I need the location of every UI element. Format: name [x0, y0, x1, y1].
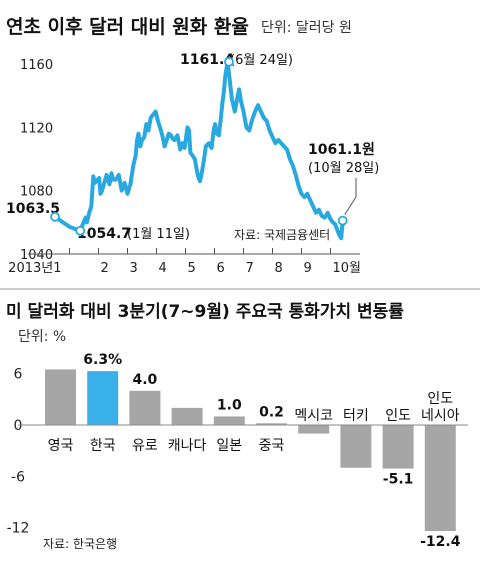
- line-x-tick-label: 10월: [333, 261, 362, 276]
- annotation-marker: [75, 225, 86, 236]
- annotation-end-value: 1061.1원: [308, 142, 375, 158]
- annotation-marker: [50, 211, 60, 222]
- line-annotations: 1063.5 1054.7(1월 11일) 1161.4(6월 24일) 1061.1…: [6, 52, 379, 242]
- bar-chart-title: 미 달러화 대비 3분기(7~9월) 주요국 통화가치 변동률: [6, 301, 404, 322]
- bar-category-label: 캐나다: [168, 438, 207, 454]
- line-x-tick-label: 8: [275, 261, 283, 276]
- annotation-high-date: (6월 24일): [230, 53, 293, 68]
- bar-인도네시아: [424, 425, 456, 532]
- bar-y-axis: 6 0 -6 -12: [7, 367, 30, 537]
- bar-y-tick-label: 0: [14, 418, 23, 434]
- line-x-tick-label: 6: [217, 261, 225, 276]
- bar-y-tick-label: -6: [11, 469, 25, 485]
- line-chart-source: 자료: 국제금융센터: [234, 228, 330, 242]
- bar-중국: [256, 423, 287, 425]
- bar-value-label: -12.4: [420, 534, 461, 550]
- line-y-axis: 1160 1120 1080 1040: [20, 58, 53, 263]
- bar-캐나다: [171, 407, 203, 425]
- line-x-tick-label: 7: [246, 261, 254, 276]
- line-x-tick-label: 2: [101, 261, 109, 276]
- bar-category-label: 터키: [343, 408, 369, 424]
- bar-chart-source: 자료: 한국은행: [43, 536, 117, 551]
- bar-chart: 미 달러화 대비 3분기(7~9월) 주요국 통화가치 변동률 단위: % 6 0…: [6, 301, 468, 551]
- line-x-tick-label: 9: [304, 261, 312, 276]
- bar-category-label: 한국: [90, 438, 116, 454]
- bar-category-label: 네시아: [421, 408, 460, 424]
- bar-한국: [87, 371, 119, 425]
- bar-터키: [340, 425, 372, 468]
- bar-영국: [45, 369, 76, 425]
- line-x-tick-label: 3: [130, 261, 138, 276]
- bar-category-label: 유로: [132, 438, 158, 454]
- bar-value-label: 1.0: [217, 397, 242, 413]
- bar-멕시코: [298, 425, 330, 434]
- line-chart-unit: 단위: 달러당 원: [261, 20, 352, 36]
- bar-series: [45, 369, 456, 532]
- line-x-axis: 2013년1 2 3 4 5 6 7 8 9 10월: [8, 248, 361, 276]
- annotation-high-value: 1161.4: [180, 52, 234, 68]
- bar-인도: [382, 425, 414, 469]
- annotation-start-value: 1063.5: [6, 201, 60, 217]
- bar-category-label: 일본: [216, 438, 242, 454]
- annotation-low-date: (1월 11일): [127, 227, 190, 242]
- annotation-marker: [337, 215, 348, 226]
- bar-value-labels: 6.3% 4.0 1.0 0.2 -5.1 -12.4: [83, 352, 460, 550]
- bar-value-label: 4.0: [132, 372, 157, 388]
- bar-category-label: 중국: [259, 438, 285, 454]
- bar-value-label: -5.1: [383, 472, 414, 488]
- bar-category-label: 멕시코: [294, 408, 333, 424]
- annotation-marker: [224, 56, 234, 67]
- line-y-tick-label: 1120: [20, 121, 53, 136]
- line-y-tick-label: 1040: [20, 248, 53, 263]
- bar-category-label: 인도: [427, 391, 453, 407]
- bar-일본: [213, 416, 245, 425]
- bar-value-label: 6.3%: [83, 352, 122, 368]
- bar-chart-unit: 단위: %: [18, 329, 66, 345]
- bar-category-label: 영국: [48, 438, 74, 454]
- line-x-tick-label: 4: [159, 261, 167, 276]
- bar-y-tick-label: -12: [7, 521, 30, 537]
- bar-category-label: 인도: [385, 408, 411, 424]
- line-y-tick-label: 1080: [20, 185, 53, 200]
- bar-유로: [129, 390, 161, 425]
- line-x-tick-label: 2013년1: [8, 261, 61, 276]
- annotation-end-date: (10월 28일): [308, 161, 379, 176]
- line-chart: 연초 이후 달러 대비 원화 환율 단위: 달러당 원 1160 1120 1080…: [6, 16, 379, 276]
- bar-value-label: 0.2: [259, 404, 284, 420]
- annotation-low-value: 1054.7: [77, 226, 131, 242]
- line-y-tick-label: 1160: [20, 58, 53, 73]
- bar-y-tick-label: 6: [14, 367, 23, 383]
- exchange-rate-line: [53, 59, 345, 241]
- line-chart-title: 연초 이후 달러 대비 원화 환율: [6, 16, 249, 38]
- line-x-tick-label: 5: [188, 261, 196, 276]
- annotation-end-leader: [344, 178, 357, 215]
